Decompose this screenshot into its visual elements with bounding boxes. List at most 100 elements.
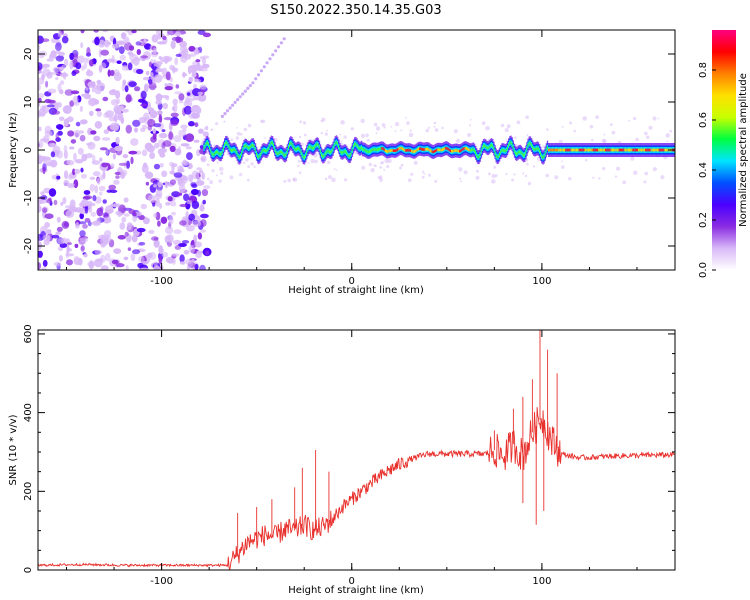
noise-blob [93,30,99,33]
haze-dot [648,125,653,130]
carrier-core [598,148,600,152]
noise-blob [89,183,96,192]
noise-blob [119,54,127,61]
noise-blob [191,170,200,180]
carrier-core [408,148,411,152]
haze-dot [394,130,397,133]
haze-dot [247,123,252,128]
noise-blob [132,214,138,223]
carrier-core [655,148,657,152]
carrier-core [275,150,277,154]
carrier-core [228,145,230,149]
noise-blob [85,153,93,159]
noise-blob [41,38,50,42]
haze-dot [525,115,529,119]
haze-dot [568,177,572,181]
carrier-core [520,151,522,155]
noise-blob [186,152,193,161]
carrier-core [254,148,257,152]
noise-blob [61,36,69,44]
noise-blob [63,150,68,159]
carrier-core [480,150,483,153]
noise-blob [79,105,83,112]
noise-blob [179,254,185,263]
haze-dot [441,126,444,130]
noise-blob [148,61,152,68]
noise-blob [169,64,175,71]
noise-blob [169,179,177,186]
carrier-core [362,147,364,151]
noise-blob [94,249,103,255]
noise-blob [38,157,42,164]
carrier-core [505,148,508,152]
noise-blob [77,147,84,155]
noise-blob [83,195,93,200]
noise-blob [183,249,190,255]
noise-blob [203,185,211,190]
noise-blob [173,172,183,178]
noise-blob [177,192,183,196]
haze-dot [646,135,650,140]
carrier-core [235,149,237,153]
haze-dot [463,170,468,175]
carrier-core [478,155,480,159]
noise-blob [125,124,132,134]
carrier-core [336,142,339,146]
haze-dot [423,172,426,175]
carrier-core [589,148,591,152]
carrier-core [519,150,521,154]
carrier-core [454,149,456,152]
chirp-point [262,65,266,69]
noise-blob [197,232,203,240]
y-tick-label: 400 [23,403,34,422]
carrier-core [373,148,375,151]
haze-dot [331,177,336,183]
carrier-core [279,150,282,154]
snr-ylabel: SNR (10 * v/v) [8,414,19,485]
noise-blob [98,185,106,192]
noise-blob [103,129,110,135]
noise-blob [153,74,163,83]
noise-blob [145,181,150,186]
carrier-core [635,148,638,152]
haze-dot [373,122,378,127]
carrier-core [536,147,538,150]
chirp-point [228,106,232,110]
noise-blob [115,175,120,179]
carrier-core [492,144,494,148]
noise-blob [191,259,195,263]
carrier-core [424,147,427,151]
carrier-core [281,150,283,154]
carrier-core [657,148,659,152]
noise-blob [135,150,142,155]
haze-dot [381,123,386,127]
noise-blob [191,200,200,210]
noise-blob [174,91,182,95]
noise-blob [41,267,47,270]
carrier-core [561,148,564,152]
noise-blob [38,250,43,258]
carrier-core [606,148,608,152]
haze-dot [413,160,418,165]
carrier-core [607,148,609,152]
carrier-core [298,147,300,150]
carrier-core [226,141,228,145]
carrier-core [372,148,374,152]
haze-dot [475,175,480,180]
noise-blob [111,259,119,265]
noise-blob [179,220,187,226]
noise-blob [55,76,59,81]
carrier-core [514,151,517,155]
haze-dot [383,168,386,171]
carrier-core [229,148,232,151]
noise-blob [144,172,153,178]
noise-blob [56,226,63,232]
haze-dot [487,138,490,141]
carrier-core [479,153,481,157]
noise-blob [115,263,125,268]
carrier-core [560,148,562,152]
carrier-core [639,148,641,152]
carrier-core [392,149,395,152]
carrier-core [527,144,529,147]
